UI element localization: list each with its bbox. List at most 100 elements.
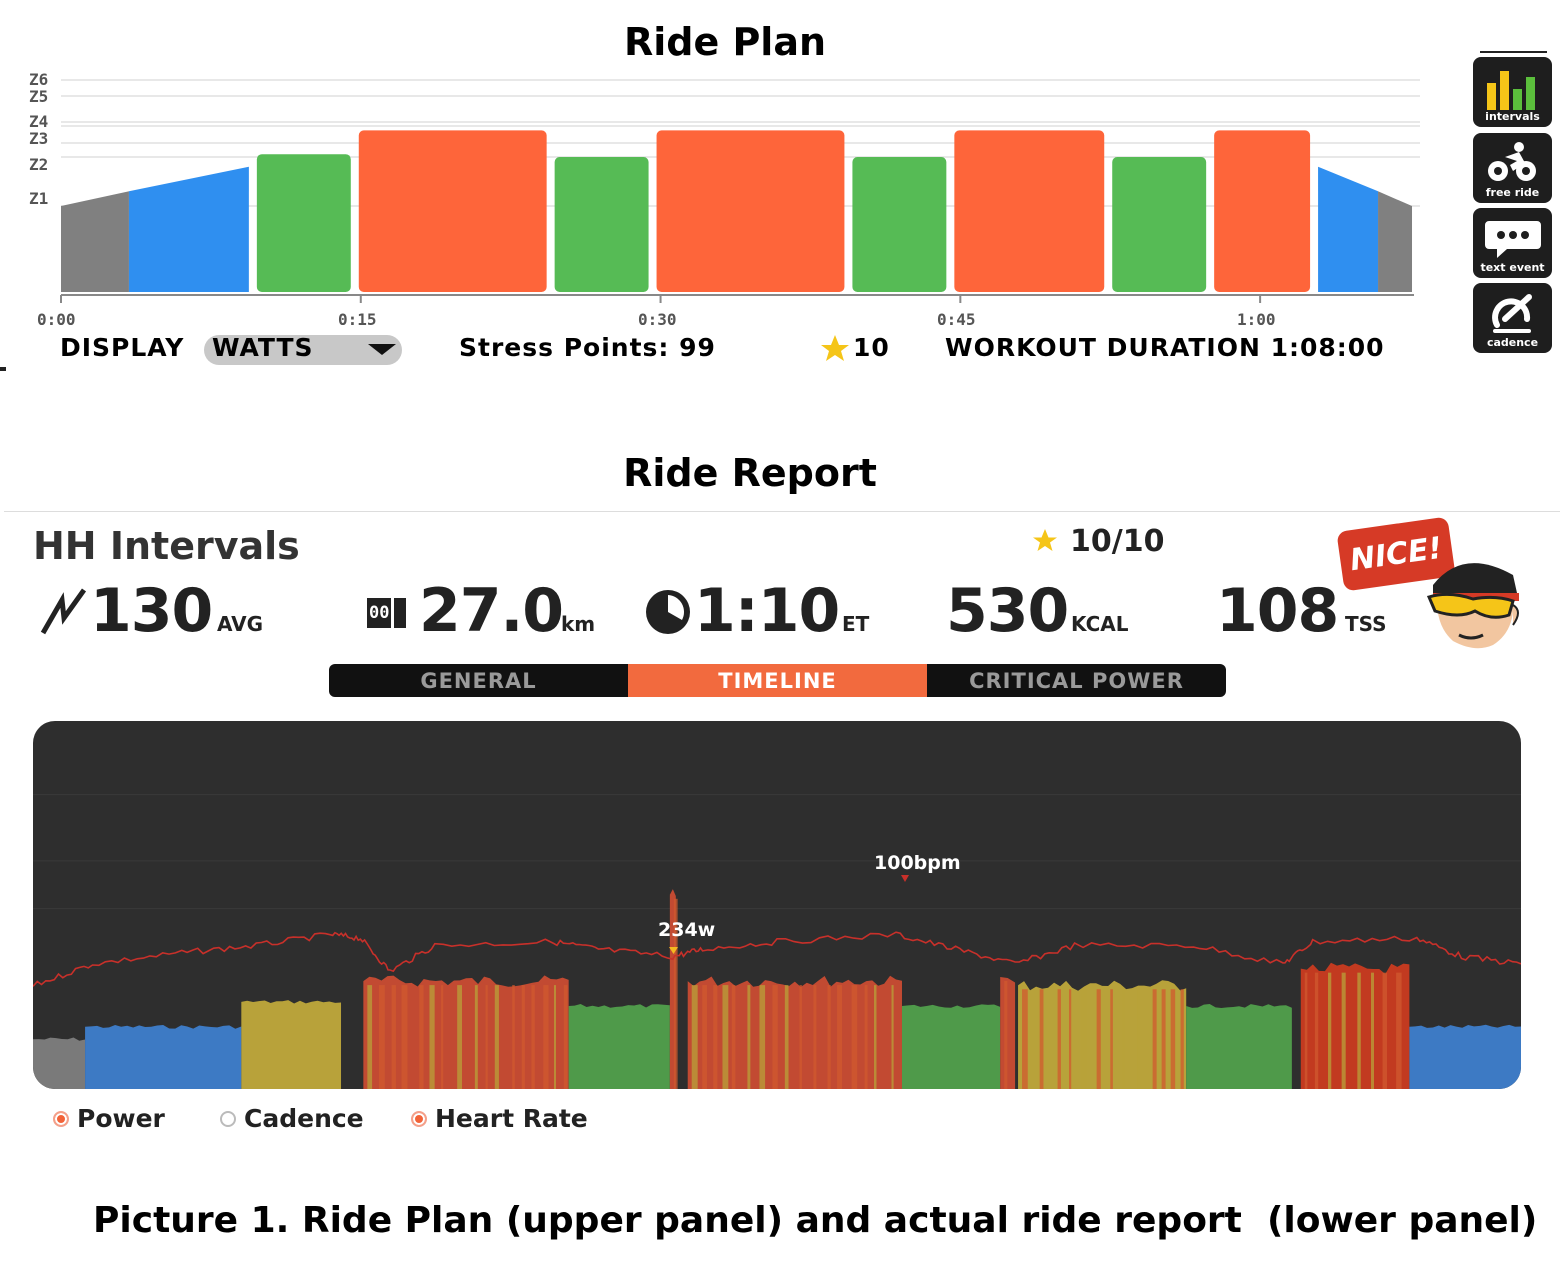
stress-points: Stress Points: 99 [459, 333, 716, 362]
intervals-button-label: intervals [1485, 110, 1540, 123]
power-stripe [691, 985, 698, 1089]
power-stripe [531, 985, 535, 1089]
plan-ramp-bar [1318, 166, 1379, 292]
power-stripe [1314, 972, 1319, 1089]
report-divider [4, 511, 1560, 512]
power-segment [85, 1024, 242, 1089]
power-segment [1000, 976, 1016, 1089]
power-segment [568, 1004, 670, 1089]
power-stripe [441, 985, 444, 1089]
power-stripe [1382, 972, 1388, 1089]
timeline-chart [33, 794, 1521, 1089]
ride-plan-panel [0, 70, 1450, 370]
legend-power[interactable]: Power [53, 1104, 165, 1133]
tab-general[interactable]: GENERAL [420, 668, 537, 693]
tab-timeline[interactable]: TIMELINE [628, 664, 927, 697]
power-stripe [1057, 989, 1061, 1089]
workout-name: HH Intervals [33, 524, 300, 568]
plan-interval-bar [954, 130, 1105, 292]
power-segment [363, 975, 569, 1089]
power-stripe [1122, 989, 1126, 1089]
time-label: 0:00 [37, 310, 76, 329]
power-stripe [1170, 989, 1176, 1089]
power-stripe [521, 985, 525, 1089]
side-panel-divider [1480, 51, 1547, 53]
text-event-button[interactable]: text event [1473, 208, 1552, 278]
hr-marker-icon [901, 875, 909, 882]
zone-label-z5: Z5 [29, 87, 49, 106]
display-dropdown[interactable]: WATTS [204, 333, 402, 365]
clock-icon [646, 590, 690, 634]
power-bolt-icon [40, 588, 86, 635]
power-stripe [799, 985, 802, 1089]
zone-label-z6: Z6 [29, 70, 49, 89]
power-stripe [494, 985, 499, 1089]
time-label: 1:00 [1237, 310, 1276, 329]
legend-cadence-label: Cadence [244, 1104, 364, 1133]
distance-unit: km [561, 612, 596, 636]
free-ride-button-label: free ride [1485, 186, 1540, 199]
power-stripe [457, 985, 462, 1089]
power-stripe [401, 985, 408, 1089]
power-stripe [1004, 980, 1008, 1089]
figure-caption: Picture 1. Ride Plan (upper panel) and a… [93, 1200, 1538, 1241]
power-stripe [429, 985, 435, 1089]
legend-cadence[interactable]: Cadence [220, 1104, 364, 1133]
power-stripe [731, 985, 736, 1089]
power-stripe [485, 985, 488, 1089]
display-dropdown-value: WATTS [212, 333, 314, 362]
ride-plan-chart [60, 79, 1420, 303]
power-stripe [722, 985, 729, 1089]
power-stripe [702, 985, 707, 1089]
cadence-button[interactable]: cadence [1473, 283, 1552, 353]
plan-interval-bar [1214, 130, 1311, 292]
power-stripe [391, 985, 396, 1089]
zone-label-z4: Z4 [29, 112, 49, 131]
star-count: 10 [853, 333, 890, 362]
radio-icon [53, 1110, 69, 1127]
radio-icon [411, 1110, 427, 1127]
plan-interval-bar [358, 130, 547, 292]
tss-unit: TSS [1345, 612, 1387, 636]
chevron-down-icon [368, 344, 396, 355]
mascot-avatar-icon [1426, 563, 1519, 649]
intervals-button[interactable]: intervals [1473, 57, 1552, 127]
power-segment [1409, 1024, 1521, 1089]
power-stripe [1069, 989, 1072, 1089]
plan-ramp-bar [128, 166, 249, 292]
calories-unit: KCAL [1071, 612, 1129, 636]
odometer-digits: 00 [367, 598, 392, 628]
power-stripe [1396, 972, 1402, 1089]
ride-report-title: Ride Report [623, 451, 877, 495]
free-ride-button[interactable]: free ride [1473, 133, 1552, 203]
power-stripe [864, 985, 868, 1089]
power-stripe [873, 985, 877, 1089]
power-stripe [813, 985, 817, 1089]
speech-bubble-icon [1485, 221, 1541, 258]
power-stripe [419, 985, 424, 1089]
power-stripe [673, 898, 678, 1089]
radio-icon [220, 1110, 236, 1127]
plan-interval-bar [554, 157, 649, 292]
time-label: 0:30 [638, 310, 677, 329]
power-stripe [772, 985, 778, 1089]
plan-ramp-bar [61, 191, 129, 292]
cadence-icon [1492, 294, 1532, 333]
power-stripe [474, 985, 478, 1089]
power-segment [33, 1037, 86, 1089]
power-stripe [1341, 972, 1346, 1089]
power-stripe [891, 985, 894, 1089]
power-stripe [1039, 989, 1044, 1089]
power-stripe [1328, 972, 1332, 1089]
timeline-chart-panel [33, 721, 1521, 1089]
plan-interval-bar [656, 130, 845, 292]
tab-critical-power[interactable]: CRITICAL POWER [969, 668, 1184, 693]
power-stripe [1152, 989, 1157, 1089]
power-stripe [1137, 989, 1140, 1089]
tss-value: 108 [1216, 576, 1339, 646]
power-stripe [367, 985, 373, 1089]
power-stripe [837, 985, 843, 1089]
power-stripe [1180, 989, 1184, 1089]
power-stripe [563, 985, 568, 1089]
legend-heart-rate[interactable]: Heart Rate [411, 1104, 588, 1133]
